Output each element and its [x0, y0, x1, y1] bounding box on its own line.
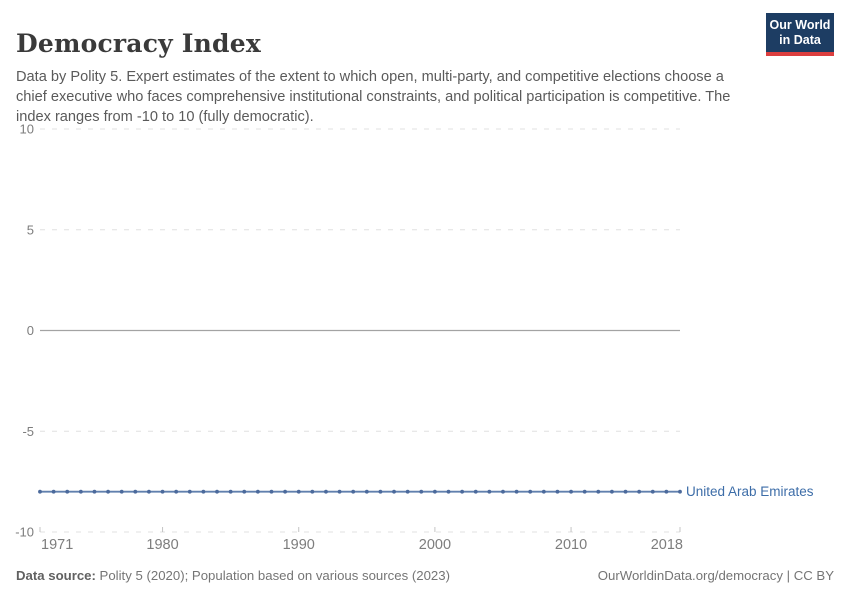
data-point: [405, 489, 410, 494]
data-point: [432, 489, 437, 494]
data-point: [255, 489, 260, 494]
x-tick-label: 1971: [41, 537, 73, 553]
data-point: [215, 489, 219, 494]
data-point: [269, 489, 274, 494]
data-point: [106, 489, 110, 494]
data-point: [147, 489, 151, 494]
data-point: [78, 489, 83, 494]
data-point: [160, 489, 165, 494]
data-point: [473, 489, 478, 494]
y-tick-label: 0: [27, 323, 34, 338]
data-point: [133, 489, 138, 494]
data-point: [92, 489, 97, 494]
x-tick-label: 1990: [283, 537, 315, 553]
data-point: [187, 489, 192, 494]
data-point: [501, 489, 505, 494]
data-point: [460, 489, 465, 494]
data-point: [51, 489, 56, 494]
data-point: [364, 489, 369, 494]
data-point: [555, 489, 560, 494]
data-point: [678, 489, 682, 494]
data-point: [242, 489, 247, 494]
y-tick-label: -10: [15, 525, 34, 540]
x-tick-label: 1980: [146, 537, 178, 553]
y-tick-label: 5: [27, 222, 34, 237]
line-chart-canvas: 10 5 0 -5 -10 1971 1980 1990 2000 2010 2018 United …: [0, 112, 850, 570]
series-end-label: United Arab Emirates: [686, 484, 814, 499]
y-tick-label: -5: [22, 424, 34, 439]
data-point: [378, 489, 383, 494]
data-point: [392, 489, 396, 494]
credit-link[interactable]: OurWorldinData.org/democracy | CC BY: [597, 568, 834, 583]
owid-logo: Our World in Data: [766, 13, 834, 56]
data-point: [296, 489, 301, 494]
data-point: [228, 489, 233, 494]
data-point: [310, 489, 315, 494]
data-source-text: Polity 5 (2020); Population based on var…: [95, 568, 450, 583]
data-source-label: Data source:: [16, 568, 96, 583]
data-point: [38, 489, 42, 494]
data-point: [610, 489, 614, 494]
data-point: [541, 489, 546, 494]
data-point: [324, 489, 328, 494]
chart-svg: 10 5 0 -5 -10 1971 1980 1990 2000 2010 2018 United …: [15, 122, 814, 554]
page-title: Democracy Index: [16, 28, 261, 58]
data-point: [623, 489, 628, 494]
data-point: [283, 489, 288, 494]
chart-subtitle: Data by Polity 5. Expert estimates of th…: [16, 68, 731, 125]
data-point: [337, 489, 342, 494]
y-tick-label: 10: [20, 122, 34, 137]
x-tick-label: 2010: [555, 537, 587, 553]
data-point: [596, 489, 601, 494]
data-point: [201, 489, 206, 494]
data-point: [351, 489, 356, 494]
data-point: [569, 489, 573, 494]
data-point: [446, 489, 451, 494]
data-source: Data source: Polity 5 (2020); Population…: [16, 568, 450, 583]
data-point: [528, 489, 533, 494]
x-tick-label: 2000: [419, 537, 451, 553]
owid-logo-line1: Our World: [769, 18, 831, 32]
data-point: [119, 489, 124, 494]
owid-logo-line2: in Data: [779, 32, 821, 47]
data-point: [637, 489, 642, 494]
data-point: [174, 489, 179, 494]
x-tick-label: 2018: [651, 537, 683, 553]
data-point: [650, 489, 655, 494]
data-point: [664, 489, 669, 494]
chart-footer: Data source: Polity 5 (2020); Population…: [16, 568, 834, 583]
data-point: [582, 489, 587, 494]
data-point: [419, 489, 424, 494]
data-point: [487, 489, 492, 494]
data-point: [65, 489, 70, 494]
data-point: [514, 489, 519, 494]
